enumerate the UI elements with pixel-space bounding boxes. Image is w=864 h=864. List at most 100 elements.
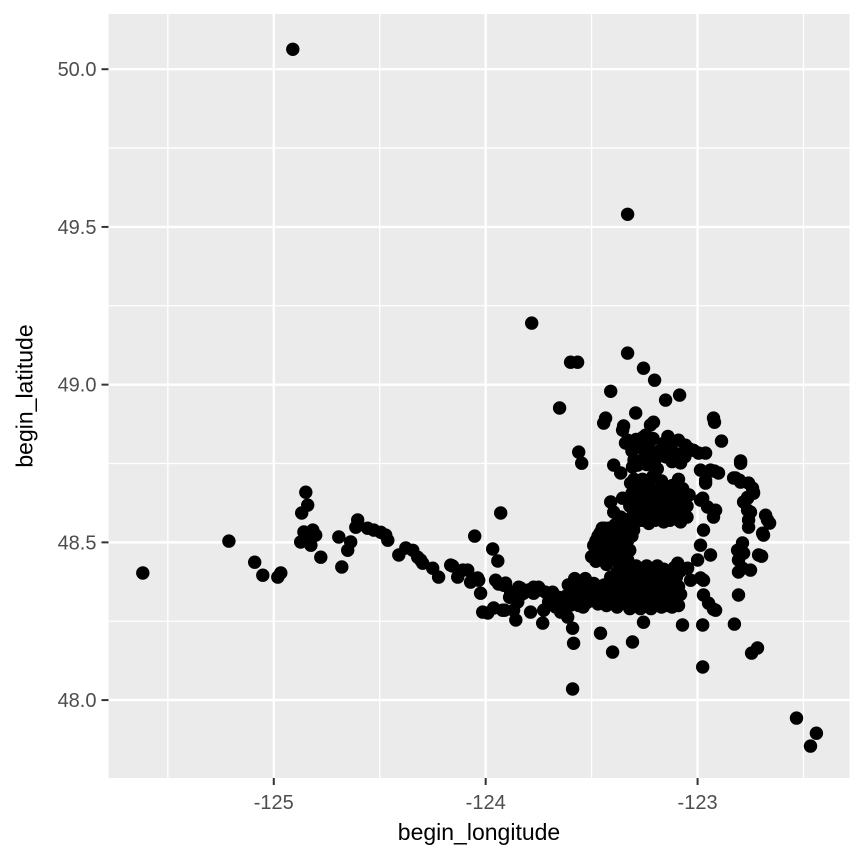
data-point [629,406,643,420]
data-point [661,429,675,444]
data-point [561,610,575,624]
data-point [643,418,658,432]
x-axis-title: begin_longitude [397,819,561,845]
data-point [572,445,586,459]
data-point [472,573,486,587]
panel-background [108,14,850,778]
data-point [690,553,705,567]
data-point [589,534,603,548]
data-point [552,401,567,415]
data-point [680,499,694,513]
y-tick-label: 50.0 [58,59,97,81]
data-point [568,571,582,586]
data-point [673,587,688,602]
data-point [731,565,746,579]
x-tick-label: -124 [466,792,506,814]
data-point [740,503,755,517]
data-point [750,641,765,655]
data-point [640,457,654,472]
data-point [604,529,618,543]
data-point [732,473,747,487]
y-tick-label: 48.5 [58,532,97,554]
y-axis-title: begin_latitude [11,324,38,468]
data-point [332,530,346,544]
data-point [727,617,742,631]
data-point [566,636,581,650]
data-point [743,563,758,577]
data-point [604,384,618,398]
data-point [491,554,505,568]
data-point [646,431,660,446]
data-point [461,563,475,577]
data-point [536,616,550,630]
data-point [707,415,722,429]
data-point [698,473,713,487]
data-point [523,605,538,619]
data-point [675,618,690,632]
data-point [636,615,651,629]
data-point [256,568,270,582]
data-point [494,506,508,520]
data-point [627,453,641,467]
y-tick-label: 49.0 [58,375,97,397]
data-point [693,463,708,477]
data-point [294,535,308,549]
data-point [758,508,773,522]
data-point [615,423,630,437]
data-point [309,528,323,542]
data-point [754,549,769,563]
data-point [341,543,355,557]
minor-gridlines [108,14,850,778]
data-point [789,711,804,725]
data-point [295,506,309,520]
data-point [682,488,696,502]
data-point [614,466,628,480]
axis-ticks [101,68,699,785]
data-point [431,570,446,584]
data-point [349,520,363,534]
data-point [274,566,288,580]
data-point [335,560,349,574]
data-point [604,495,618,509]
data-point [593,579,607,594]
data-point [620,207,635,221]
y-tick-labels: 48.0 48.5 49.0 49.5 50.0 [58,59,97,712]
data-point [299,485,313,499]
data-points [136,42,824,753]
data-point [706,602,721,616]
y-tick-label: 49.5 [58,217,97,239]
data-point [445,559,460,573]
data-point [696,660,710,674]
data-point [565,621,580,635]
data-point [381,533,395,547]
data-point [591,597,605,611]
data-point [623,543,637,557]
x-tick-label: -123 [678,792,718,814]
data-point [416,556,430,570]
data-point [696,618,710,632]
data-point [605,645,620,659]
data-point [248,555,262,569]
data-point [620,346,635,360]
data-point [525,316,539,330]
data-point [625,635,640,649]
data-point [486,542,500,556]
data-point [803,739,818,753]
data-point [680,510,694,524]
data-point [733,456,748,470]
data-point [741,520,756,534]
data-point [222,534,236,548]
data-point [607,505,621,519]
data-point [682,442,696,456]
x-tick-labels: -125 -124 -123 [254,792,718,814]
y-tick-label: 48.0 [58,690,97,712]
data-point [673,564,688,578]
data-point [136,566,150,580]
data-point [809,726,824,740]
data-point [625,529,639,543]
data-point [593,626,608,640]
data-point [635,430,650,445]
data-point [304,538,318,552]
data-point [509,613,523,627]
